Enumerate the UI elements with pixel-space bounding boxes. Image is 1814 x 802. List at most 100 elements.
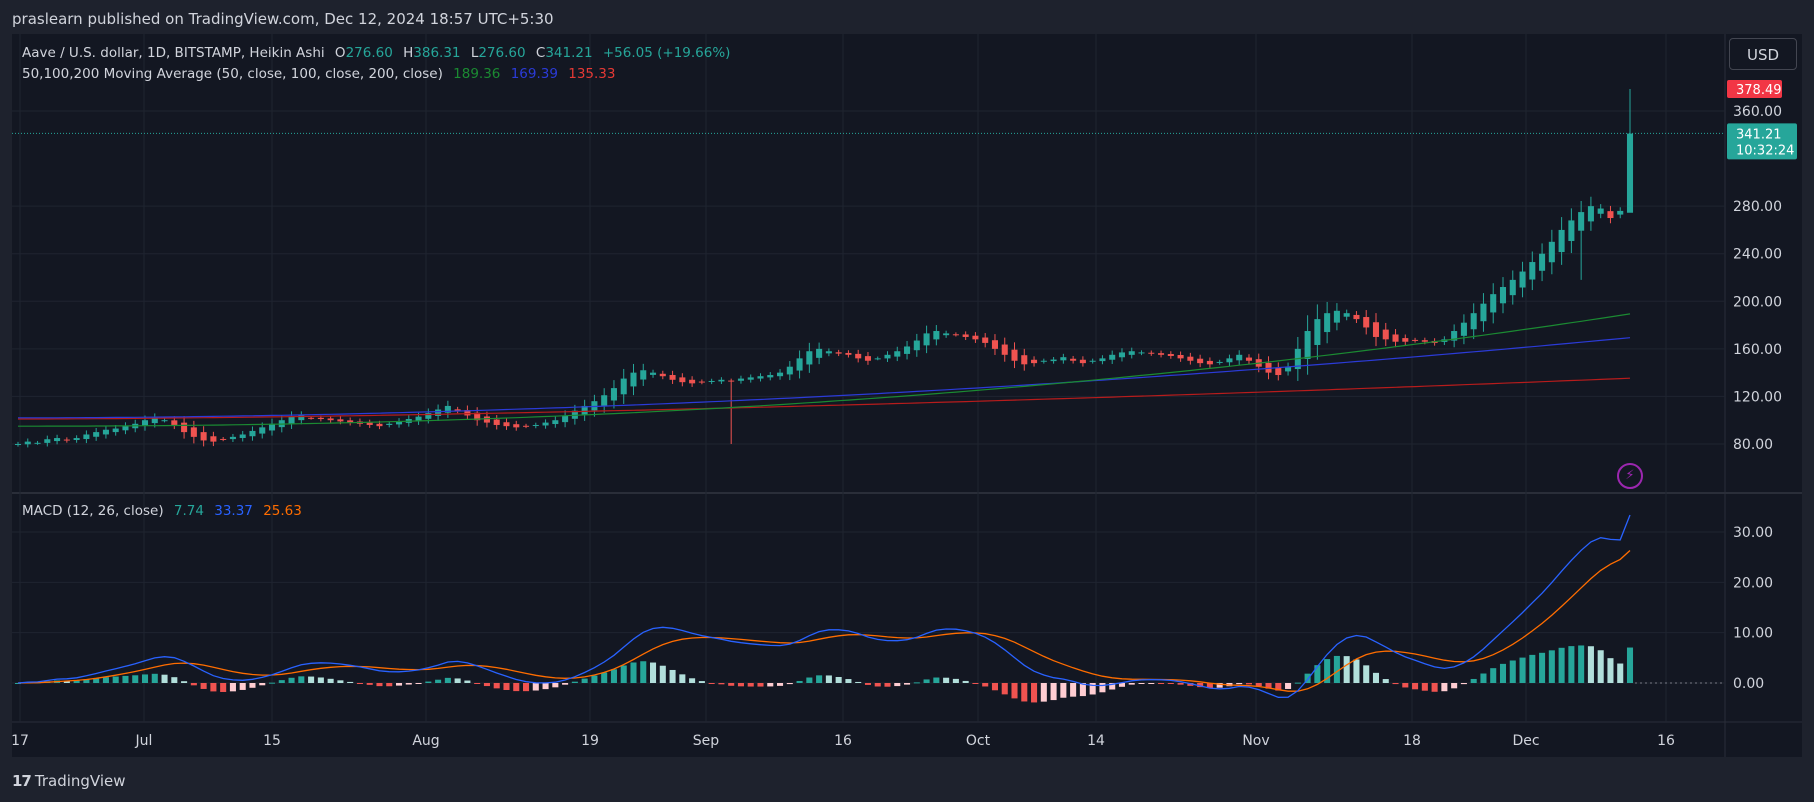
candle-body (1363, 317, 1370, 328)
candle-body (894, 351, 901, 357)
tv-logo-text: TradingView (34, 772, 126, 790)
macd-hist-bar (1070, 683, 1077, 697)
candle-body (1402, 338, 1409, 342)
candle-body (386, 423, 393, 425)
macd-hist-bar (83, 679, 90, 683)
macd-hist-bar (1587, 646, 1594, 683)
candle-body (93, 432, 100, 437)
macd-hist-bar (904, 683, 911, 685)
candle-body (415, 416, 422, 421)
macd-hist-bar (1451, 683, 1458, 689)
candle-body (454, 409, 461, 411)
macd-hist-bar (581, 678, 588, 683)
candle-body (1128, 351, 1135, 355)
candle-body (337, 419, 344, 422)
candle-body (620, 378, 627, 395)
high-tag-text: 378.49 (1736, 83, 1782, 98)
candle-body (1304, 331, 1311, 359)
macd-hist-bar (474, 683, 481, 684)
macd-hist-bar (1499, 663, 1507, 683)
high-tag-bg (1727, 80, 1782, 99)
macd-hist-bar (122, 675, 129, 683)
macd-hist-bar (1216, 683, 1223, 688)
macd-hist-bar (1304, 673, 1311, 683)
candle-body (24, 441, 31, 445)
macd-hist-bar (1431, 683, 1438, 692)
macd-hist-bar (1626, 647, 1634, 683)
publish-text: praslearn published on TradingView.com, … (12, 10, 554, 28)
macd-hist-bar (1490, 668, 1497, 683)
candle-body (874, 358, 881, 360)
macd-y-tick-label: 10.00 (1733, 626, 1773, 642)
candle-body (767, 375, 774, 378)
candle-body (1275, 367, 1282, 376)
x-tick-label: Oct (966, 733, 991, 749)
macd-hist-bar (288, 677, 295, 683)
macd-hist-bar (708, 683, 715, 684)
candle-body (1490, 294, 1497, 313)
lightning-icon[interactable]: ⚡ (1617, 463, 1643, 489)
candle-body (650, 372, 657, 375)
macd-hist-bar (1392, 683, 1399, 685)
macd-hist-bar (220, 683, 227, 692)
macd-hist-bar (1617, 663, 1624, 683)
currency-button[interactable]: USD (1729, 38, 1797, 70)
candle-body (444, 405, 451, 413)
candle-body (962, 334, 969, 337)
candle-body (1548, 241, 1555, 263)
candle-body (601, 395, 608, 406)
macd-hist-bar (1265, 683, 1272, 689)
legend-symbol: Aave / U.S. dollar, 1D, BITSTAMP, Heikin… (22, 45, 325, 61)
macd-hist-bar (933, 677, 940, 683)
macd-hist-bar (1519, 657, 1526, 683)
candle-body (659, 373, 666, 377)
candle-body (806, 351, 813, 365)
candle-body (1031, 359, 1038, 364)
macd-hist-bar (620, 665, 627, 683)
candle-body (1333, 310, 1340, 323)
macd-line (17, 514, 1631, 698)
macd-hist-bar (991, 683, 998, 691)
footer (0, 757, 1814, 802)
macd-hist-bar (1197, 683, 1204, 688)
macd-hist-bar (972, 683, 979, 684)
macd-hist-bar (786, 683, 793, 685)
candle-body (1216, 361, 1223, 363)
macd-hist-bar (777, 683, 784, 686)
candle-body (689, 379, 696, 384)
candle-body (864, 356, 871, 361)
tradingview-logo[interactable]: 17 TradingView (12, 772, 126, 790)
macd-hist-bar (542, 683, 549, 690)
macd-hist-bar (962, 680, 969, 683)
macd-hist-bar (161, 674, 168, 683)
ma100-line (18, 337, 1631, 419)
candle-body (1617, 210, 1624, 215)
macd-hist-bar (464, 680, 471, 683)
y-tick-label: 80.00 (1733, 437, 1773, 453)
candle-body (327, 418, 334, 421)
candle-body (268, 423, 276, 431)
macd-hist-bar (591, 675, 598, 683)
macd-hist-bar (522, 683, 530, 692)
ma100-value: 169.39 (510, 66, 558, 82)
candle-body (591, 401, 598, 411)
candle-body (1578, 212, 1585, 231)
candle-body (102, 429, 109, 435)
candle-body (1519, 271, 1526, 288)
macd-hist-bar (659, 665, 666, 683)
candle-body (366, 422, 373, 425)
macd-hist-bar (483, 683, 490, 687)
y-tick-label: 360.00 (1733, 104, 1782, 120)
macd-hist-bar (493, 683, 500, 689)
macd-signal-line (17, 550, 1631, 692)
legend-low: L276.60 (470, 45, 526, 61)
macd-hist-bar (923, 679, 930, 683)
macd-hist-bar (1118, 683, 1126, 687)
macd-hist-bar (601, 672, 608, 683)
macd-hist-bar (982, 683, 989, 687)
candle-body (1509, 279, 1516, 296)
ma-label: 50,100,200 Moving Average (50, close, 10… (22, 66, 443, 82)
candle-body (1597, 208, 1604, 214)
candle-body (1382, 329, 1389, 340)
